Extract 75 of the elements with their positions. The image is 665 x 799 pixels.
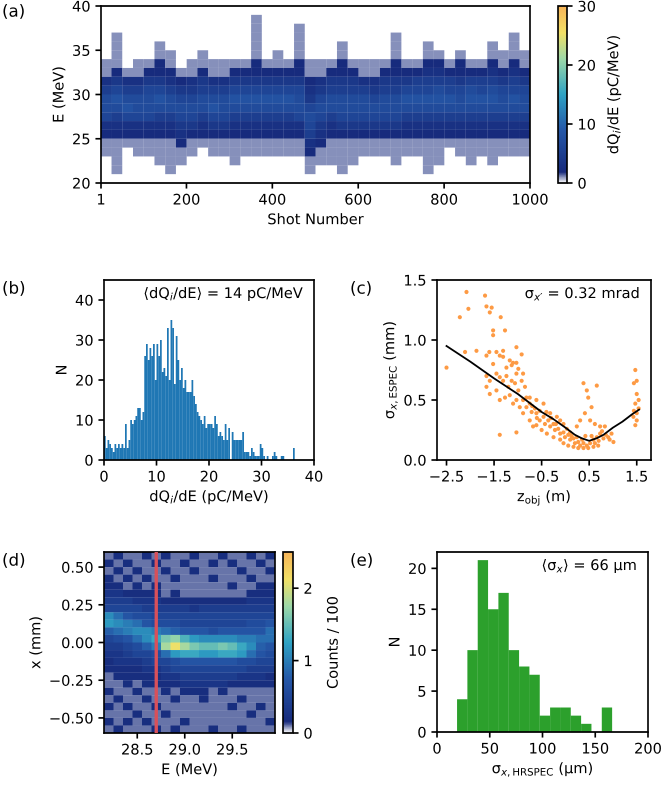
y-axis-title: N [56,366,66,374]
x-axis-title: E (MeV) [162,763,217,776]
y-tick-label: 20 [409,563,426,574]
x-tick-label: −2.5 [430,470,463,482]
y-tick-label: 40 [72,0,90,12]
x-tick-label: 800 [431,194,458,205]
x-tick-label: −1.5 [478,470,510,482]
y-tick-label: 35 [73,44,90,56]
y-tick-label: 0.50 [62,562,93,573]
x-tick-label: 1.5 [626,470,648,482]
x-tick-label: 600 [345,194,372,205]
y-axis-title: E (MeV) [52,67,66,122]
x-tick-label: 150 [582,742,608,754]
color-bar-title: dQ$_{i}$/dE (pC/MeV) [607,36,622,154]
y-tick-label: 30 [76,334,93,346]
y-tick-label: 0.0 [404,454,426,466]
x-axis-title: Shot Number [268,213,364,224]
x-tick-label: −0.5 [525,470,558,482]
annotation: σ$_{x′}$ = 0.32 mrad [525,286,638,300]
y-tick-label: 40 [76,294,93,306]
y-tick-label: 20 [76,374,93,386]
x-tick-label: 0 [433,742,441,754]
y-tick-label: 1.5 [404,274,426,286]
y-tick-label: 0.5 [404,394,426,406]
text: (c) [351,281,371,296]
x-tick-label: 20 [200,470,218,482]
x-tick-label: 30 [253,470,270,482]
x-tick-label: 400 [259,194,286,205]
y-tick-label: 10 [76,414,93,426]
x-axis-title: dQ$_{i}$/dE (pC/MeV) [150,490,268,504]
color-bar-label: 0 [304,728,312,739]
y-axis-title: x (mm) [29,617,42,669]
x-tick-label: 28.5 [122,744,152,755]
color-bar-label: 30 [578,0,596,12]
y-tick-label: 5 [418,686,426,697]
color-bar-label: 10 [579,118,596,130]
x-tick-label: 1000 [513,194,548,205]
y-tick-label: −0.50 [50,712,93,724]
y-tick-label: 30 [73,89,90,100]
x-tick-label: 29.5 [217,744,248,755]
x-tick-label: 0.5 [578,470,600,482]
color-bar-label: 2 [304,582,312,594]
x-tick-label: 100 [530,742,556,754]
color-bar-title: Counts / 100 [326,597,340,688]
annotation: ⟨σ$_{x}$⟩ = 66 μm [542,558,636,574]
y-axis-title: N [388,638,400,646]
y-axis-title: σ$_{x,ESPEC}$ (mm) [383,322,398,418]
text: (a) [3,4,24,19]
x-tick-label: 29.0 [170,744,200,755]
y-tick-label: 15 [410,604,426,616]
y-tick-label: 0.00 [62,637,93,648]
color-bar-label: 1 [305,656,312,666]
y-tick-label: 1.0 [404,334,426,346]
x-axis-title: z$_{obj}$ (m) [518,490,570,506]
annotation: ⟨dQ$_{i}$/dE⟩ = 14 pC/MeV [144,286,303,302]
color-bar-label: 0 [578,178,586,189]
x-tick-label: 40 [305,470,322,482]
y-tick-label: 0 [85,454,93,466]
y-tick-label: 0.25 [62,600,92,611]
x-tick-label: 200 [174,194,200,205]
y-tick-label: 10 [410,644,426,656]
x-tick-label: 10 [148,470,165,482]
text: (d) [3,553,24,568]
x-axis-title: σ$_{x,HRSPEC}$ (μm) [492,762,592,777]
x-tick-label: 1 [98,194,104,204]
text: (e) [351,553,372,568]
y-tick-label: −0.25 [50,674,92,686]
y-tick-label: 20 [73,178,90,189]
text: (b) [3,281,24,296]
color-bar-label: 20 [578,60,596,71]
x-tick-label: 0 [100,470,108,482]
y-tick-label: 0 [418,726,426,738]
y-tick-label: 25 [73,133,90,144]
x-tick-label: 200 [635,742,661,754]
x-tick-label: 50 [482,742,498,754]
